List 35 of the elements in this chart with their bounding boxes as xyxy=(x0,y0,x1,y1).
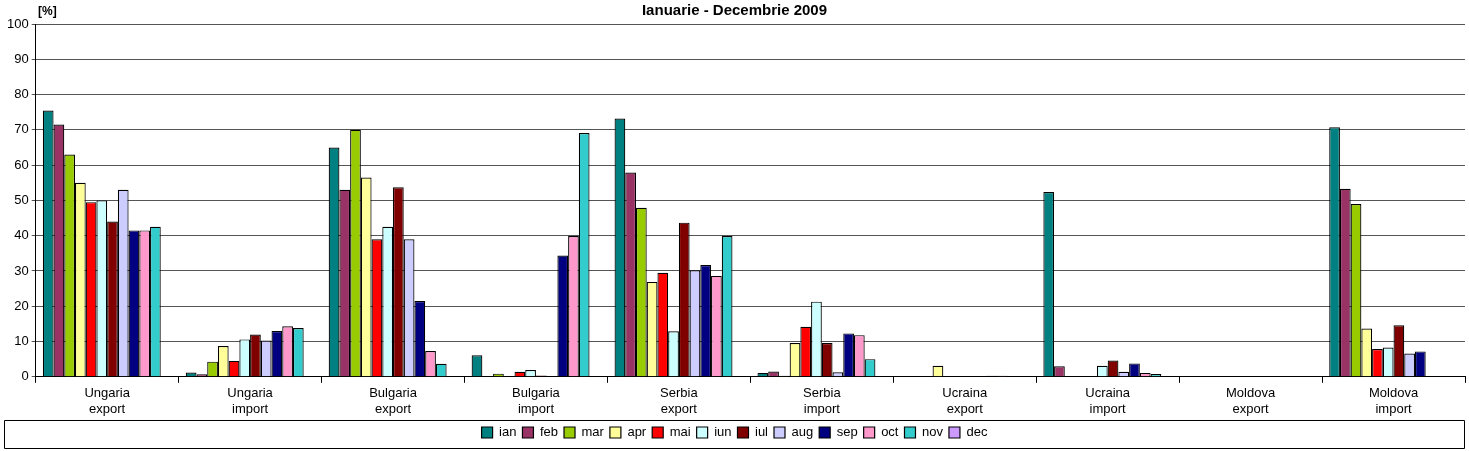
x-tick-label: Serbia import xyxy=(803,385,842,416)
legend-label: sep xyxy=(836,424,858,440)
y-tick-label: 70 xyxy=(14,121,29,137)
legend-label: iul xyxy=(754,424,769,440)
y-tick-label: 20 xyxy=(14,297,29,313)
legend-label: mar xyxy=(581,424,605,440)
y-tick-label: 50 xyxy=(14,191,29,207)
chart-title: Ianuarie - Decembrie 2009 xyxy=(641,1,828,19)
x-tick-label: Ucraina export xyxy=(942,385,988,416)
x-tick-label: Ucraina import xyxy=(1085,385,1131,416)
x-tick-label: Bulgaria export xyxy=(369,385,418,416)
legend-label: dec xyxy=(966,424,988,440)
y-tick-label: 10 xyxy=(14,333,29,349)
x-tick-label: Moldova import xyxy=(1368,385,1419,416)
y-tick-label: 60 xyxy=(14,156,29,172)
legend-label: apr xyxy=(627,424,647,440)
y-tick-label: 90 xyxy=(14,50,29,66)
x-tick-label: Ungaria export xyxy=(84,385,131,416)
x-tick-label: Ungaria import xyxy=(227,385,274,416)
y-tick-label: 0 xyxy=(21,368,29,384)
y-axis-title: [%] xyxy=(38,4,57,19)
legend-label: feb xyxy=(539,424,559,440)
legend-label: mai xyxy=(669,424,691,440)
y-tick-label: 30 xyxy=(14,262,29,278)
x-tick-label: Bulgaria import xyxy=(512,385,561,416)
legend-label: nov xyxy=(921,424,944,440)
y-tick-label: 40 xyxy=(14,227,29,243)
legend-label: iun xyxy=(714,424,732,440)
legend-label: oct xyxy=(881,424,899,440)
y-tick-label: 100 xyxy=(6,15,29,31)
y-tick-label: 80 xyxy=(14,86,29,102)
legend-label: aug xyxy=(791,424,814,440)
legend-label: ian xyxy=(499,424,517,440)
x-tick-label: Serbia export xyxy=(660,385,699,416)
x-tick-label: Moldova export xyxy=(1226,385,1276,416)
